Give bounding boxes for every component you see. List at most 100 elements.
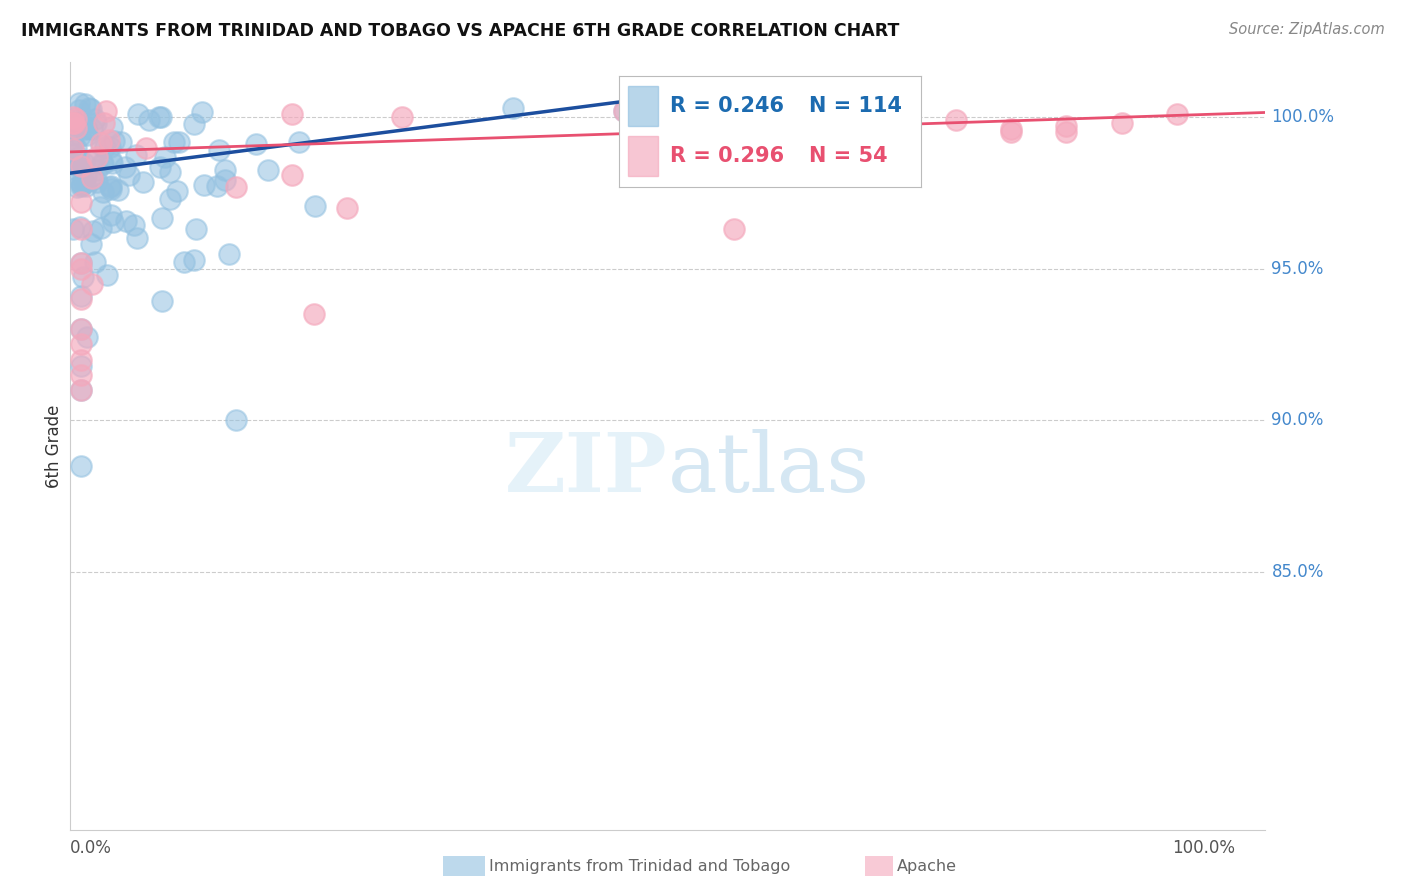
Point: [62, 136, 84, 151]
Point: [135, 141, 157, 155]
Point: [69, 219, 91, 234]
Point: [75, 120, 97, 135]
Point: [159, 165, 181, 179]
Point: [69, 129, 91, 144]
Point: [90, 136, 112, 150]
Point: [91, 157, 114, 171]
Point: [62, 157, 84, 171]
Point: [132, 175, 155, 189]
Point: [117, 168, 139, 182]
Point: [70, 222, 93, 236]
Point: [183, 117, 205, 131]
Text: R = 0.246: R = 0.246: [671, 96, 785, 116]
Point: [96, 268, 118, 282]
Point: [150, 110, 173, 124]
Point: [103, 215, 125, 229]
Point: [208, 143, 231, 157]
Point: [945, 113, 967, 128]
Point: [166, 184, 188, 198]
Point: [98, 133, 121, 147]
Point: [100, 182, 122, 196]
Point: [214, 163, 236, 178]
Point: [80, 102, 103, 116]
Point: [72, 270, 94, 285]
Point: [66, 151, 89, 165]
Point: [184, 221, 207, 235]
Point: [1000, 125, 1022, 139]
Point: [67, 103, 90, 118]
Point: [70, 159, 93, 173]
Point: [62, 222, 84, 236]
Point: [101, 120, 124, 134]
Point: [613, 103, 636, 118]
Point: [63, 116, 86, 130]
Point: [214, 173, 236, 187]
Point: [1054, 119, 1077, 133]
Point: [723, 222, 745, 236]
Point: [225, 179, 247, 194]
Point: [183, 253, 205, 268]
Point: [70, 383, 93, 397]
Point: [94, 139, 117, 153]
Text: 100.0%: 100.0%: [1271, 108, 1334, 126]
Point: [70, 255, 93, 269]
Point: [62, 154, 84, 169]
Point: [153, 149, 176, 163]
Point: [218, 246, 240, 260]
Point: [86, 150, 108, 164]
Point: [90, 138, 112, 153]
Text: atlas: atlas: [668, 429, 870, 509]
Point: [84, 116, 107, 130]
Point: [79, 153, 101, 168]
Text: 100.0%: 100.0%: [1173, 838, 1236, 856]
Point: [834, 116, 856, 130]
Point: [127, 230, 149, 244]
Point: [723, 101, 745, 115]
Point: [89, 200, 111, 214]
Point: [256, 163, 278, 178]
Point: [191, 105, 214, 120]
Point: [70, 261, 93, 276]
Point: [80, 122, 103, 136]
Point: [169, 135, 191, 149]
Point: [73, 156, 96, 170]
Point: [288, 135, 311, 149]
Point: [75, 121, 97, 136]
Point: [150, 293, 173, 308]
Point: [502, 101, 524, 115]
Point: [1111, 116, 1133, 130]
Point: [62, 161, 84, 175]
Point: [110, 135, 132, 149]
Point: [150, 211, 173, 226]
Point: [193, 178, 215, 192]
Point: [70, 337, 93, 351]
Point: [75, 168, 97, 182]
Point: [82, 277, 104, 291]
Point: [889, 122, 911, 136]
Point: [90, 221, 112, 235]
Point: [70, 322, 93, 336]
Point: [70, 289, 93, 303]
Text: 0.0%: 0.0%: [70, 838, 112, 856]
Point: [114, 214, 136, 228]
Point: [163, 135, 186, 149]
Point: [304, 199, 326, 213]
Text: Source: ZipAtlas.com: Source: ZipAtlas.com: [1229, 22, 1385, 37]
Point: [1054, 125, 1077, 139]
Point: [86, 175, 108, 189]
Point: [70, 383, 93, 397]
Point: [138, 112, 160, 127]
Point: [103, 134, 125, 148]
Point: [70, 178, 93, 192]
Point: [125, 148, 148, 162]
Point: [245, 137, 267, 152]
Point: [91, 155, 114, 169]
Point: [62, 128, 84, 142]
Text: N = 114: N = 114: [808, 96, 903, 116]
Point: [70, 359, 93, 373]
Point: [100, 178, 122, 193]
Point: [84, 112, 107, 126]
Point: [336, 201, 359, 215]
Text: 90.0%: 90.0%: [1271, 411, 1324, 429]
Point: [280, 107, 302, 121]
